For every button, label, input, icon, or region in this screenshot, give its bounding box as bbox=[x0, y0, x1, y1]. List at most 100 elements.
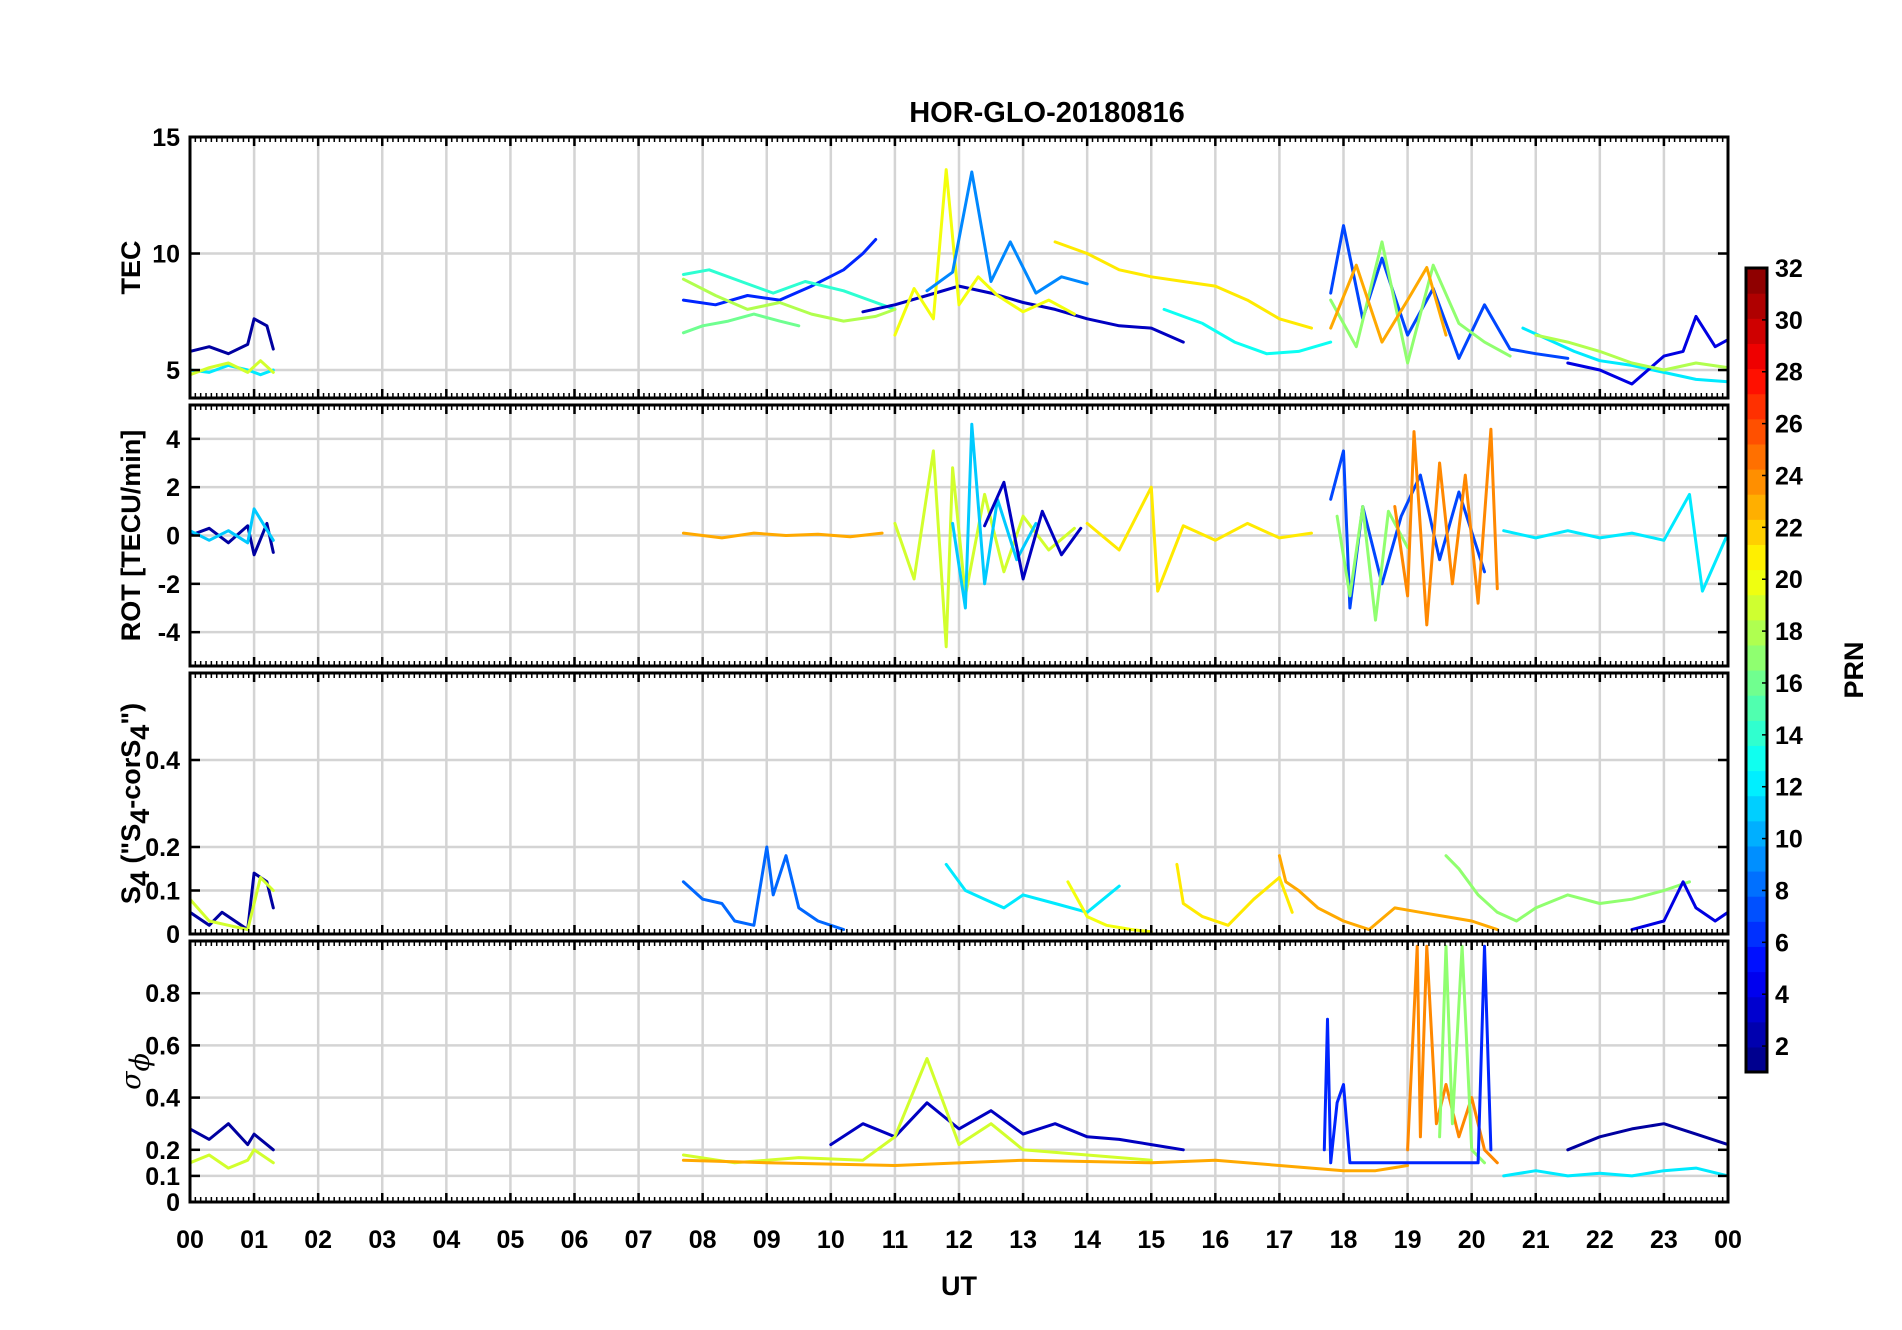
x-tick-label: 04 bbox=[432, 1226, 460, 1254]
colorbar-tick-label: 8 bbox=[1775, 877, 1789, 905]
series-line-prn-19 bbox=[190, 359, 275, 377]
colorbar-segment bbox=[1746, 720, 1767, 746]
x-tick-label: 13 bbox=[1009, 1226, 1037, 1254]
colorbar-segment bbox=[1746, 745, 1767, 772]
series-line-prn-12 bbox=[1502, 492, 1728, 593]
series-line-prn-20 bbox=[1066, 880, 1153, 934]
colorbar-segment bbox=[1746, 670, 1767, 696]
x-tick-label: 07 bbox=[625, 1226, 653, 1254]
series-line-prn-4 bbox=[1566, 314, 1728, 386]
series-line-prn-23 bbox=[681, 531, 884, 540]
series-line-prn-23 bbox=[681, 1158, 1410, 1173]
colorbar-segment bbox=[1746, 494, 1767, 520]
y-tick-label: 0.1 bbox=[145, 1163, 180, 1191]
colorbar-frame bbox=[1744, 266, 1769, 1074]
colorbar-segment bbox=[1746, 268, 1767, 294]
colorbar-tick-label: 12 bbox=[1775, 774, 1803, 802]
label-subscript: 4 bbox=[125, 725, 155, 740]
colorbar-segment bbox=[1746, 594, 1767, 621]
y-axis-label-tec: TEC bbox=[116, 241, 146, 295]
x-tick-label: 21 bbox=[1522, 1226, 1550, 1254]
x-tick-label: 05 bbox=[497, 1226, 525, 1254]
colorbar-segment bbox=[1746, 770, 1767, 797]
colorbar-segment bbox=[1746, 845, 1767, 872]
x-tick-label: 08 bbox=[689, 1226, 717, 1254]
series-line-prn-21 bbox=[1085, 485, 1313, 593]
label-subscript: 4 bbox=[125, 809, 155, 824]
series-line-prn-2 bbox=[190, 317, 275, 356]
traces-sigphi bbox=[190, 944, 1728, 1178]
series-line-prn-6 bbox=[681, 238, 878, 307]
x-tick-label: 06 bbox=[561, 1226, 589, 1254]
y-tick-label: 0.6 bbox=[145, 1032, 180, 1060]
colorbar-tick-label: 24 bbox=[1775, 462, 1803, 490]
y-tick-label: 15 bbox=[152, 124, 180, 152]
colorbar-tick-label: 28 bbox=[1775, 359, 1803, 387]
colorbar-tick-label: 22 bbox=[1775, 514, 1803, 542]
label-text: σ bbox=[116, 1070, 147, 1090]
series-line-prn-14 bbox=[681, 268, 897, 311]
y-tick-label: 0.2 bbox=[145, 1137, 180, 1165]
traces-s4 bbox=[190, 845, 1728, 934]
colorbar-segment bbox=[1746, 293, 1767, 319]
label-text: ") bbox=[116, 703, 146, 725]
colorbar-segment bbox=[1746, 946, 1767, 973]
x-tick-label: 03 bbox=[368, 1226, 396, 1254]
colorbar-segment bbox=[1746, 519, 1767, 545]
series-line-prn-13 bbox=[1162, 307, 1333, 356]
series-line-prn-3 bbox=[861, 284, 1185, 344]
series-line-prn-16 bbox=[681, 312, 801, 335]
series-line-prn-18 bbox=[1534, 333, 1728, 372]
panel-rot: -4 -2 0 2 4 ROT [TECU/min] bbox=[116, 403, 1730, 668]
y-tick-label: 4 bbox=[166, 426, 180, 454]
label-text: -corS bbox=[116, 740, 146, 809]
series-line-prn-2 bbox=[190, 521, 275, 557]
colorbar-tick-label: 14 bbox=[1775, 722, 1803, 750]
colorbar-tick-label: 10 bbox=[1775, 826, 1803, 854]
x-tick-label: 02 bbox=[304, 1226, 332, 1254]
colorbar-segment bbox=[1746, 871, 1767, 897]
series-line-prn-2 bbox=[1566, 1122, 1728, 1152]
series-line-prn-21 bbox=[1053, 240, 1313, 330]
series-line-prn-17 bbox=[1438, 944, 1486, 1165]
colorbar-segment bbox=[1746, 1021, 1767, 1048]
x-axis-label: UT bbox=[941, 1271, 977, 1301]
y-tick-label: 0 bbox=[166, 1189, 180, 1217]
series-line-prn-23 bbox=[1329, 263, 1448, 344]
series-line-prn-20 bbox=[893, 168, 1076, 337]
y-tick-label: 0.4 bbox=[145, 747, 180, 775]
colorbar-tick-label: 16 bbox=[1775, 670, 1803, 698]
label-subscript: 4 bbox=[125, 871, 155, 886]
colorbar-segment bbox=[1746, 1046, 1767, 1073]
series-line-prn-18 bbox=[681, 277, 897, 323]
colorbar-segment bbox=[1746, 896, 1767, 922]
y-tick-label: -2 bbox=[158, 571, 180, 599]
colorbar-tick-label: 30 bbox=[1775, 307, 1803, 335]
x-tick-label: 16 bbox=[1201, 1226, 1229, 1254]
traces-rot bbox=[190, 422, 1728, 649]
x-tick-label: 11 bbox=[882, 1226, 909, 1254]
x-tick-label: 23 bbox=[1650, 1226, 1678, 1254]
colorbar-segment bbox=[1746, 644, 1767, 671]
series-line-prn-4 bbox=[1630, 880, 1728, 932]
x-tick-label: 09 bbox=[753, 1226, 781, 1254]
colorbar-tick-label: 4 bbox=[1775, 981, 1789, 1009]
colorbar-segment bbox=[1746, 343, 1767, 370]
colorbar-tick-label: 26 bbox=[1775, 411, 1803, 439]
series-line-prn-19 bbox=[893, 449, 1076, 649]
series-line-prn-8 bbox=[681, 845, 846, 932]
series-line-prn-7 bbox=[1329, 449, 1486, 610]
series-line-prn-3 bbox=[829, 1101, 1185, 1152]
x-tick-labels: 00 01 02 03 04 05 06 07 08 09 10 11 12 13 14 15 16 17 18 19… bbox=[176, 1226, 1742, 1254]
colorbar-segment bbox=[1746, 795, 1767, 822]
colorbar-tick-label: 6 bbox=[1775, 929, 1789, 957]
x-tick-label: 18 bbox=[1330, 1226, 1358, 1254]
series-line-prn-19 bbox=[190, 876, 275, 932]
panel-sigphi: 00.10.2 0.4 0.6 0.8 σϕ bbox=[116, 939, 1730, 1217]
x-tick-label: 12 bbox=[945, 1226, 973, 1254]
colorbar-segment bbox=[1746, 469, 1767, 495]
colorbar-tick-label: 32 bbox=[1775, 255, 1803, 283]
y-tick-label: -4 bbox=[158, 619, 180, 647]
